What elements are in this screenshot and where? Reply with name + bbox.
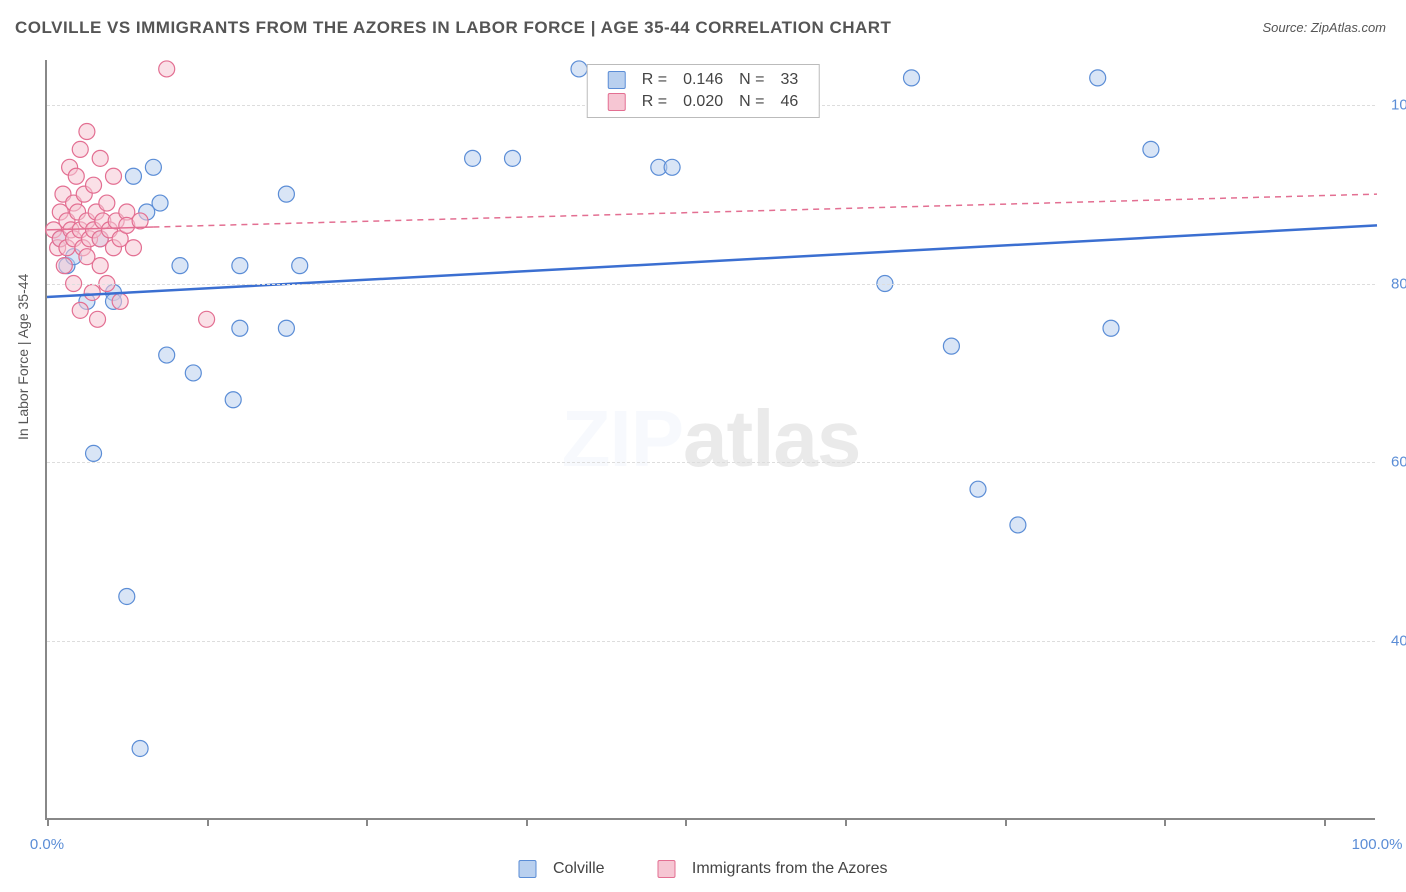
n-value: 33 xyxy=(772,69,806,91)
n-value: 46 xyxy=(772,91,806,113)
data-point xyxy=(571,61,587,77)
data-point xyxy=(185,365,201,381)
data-point xyxy=(904,70,920,86)
plot-area: ZIPatlas 40.0%60.0%80.0%100.0%0.0%100.0% xyxy=(45,60,1375,820)
x-tick xyxy=(1164,818,1166,826)
x-tick xyxy=(1005,818,1007,826)
chart-title: COLVILLE VS IMMIGRANTS FROM THE AZORES I… xyxy=(15,18,891,38)
data-point xyxy=(68,168,84,184)
data-point xyxy=(292,258,308,274)
data-point xyxy=(943,338,959,354)
data-point xyxy=(1090,70,1106,86)
data-point xyxy=(278,320,294,336)
data-point xyxy=(1143,141,1159,157)
correlation-legend: R = 0.146 N = 33 R = 0.020 N = 46 xyxy=(587,64,820,118)
x-tick xyxy=(845,818,847,826)
data-point xyxy=(112,293,128,309)
x-tick xyxy=(1324,818,1326,826)
chart-svg xyxy=(47,60,1375,818)
x-tick xyxy=(207,818,209,826)
legend-swatch-blue xyxy=(608,71,626,89)
y-tick-label: 100.0% xyxy=(1381,96,1406,113)
legend-swatch-blue xyxy=(518,860,536,878)
x-tick xyxy=(366,818,368,826)
r-value: 0.020 xyxy=(675,91,731,113)
gridline xyxy=(47,284,1375,285)
data-point xyxy=(79,124,95,140)
x-tick-label: 100.0% xyxy=(1352,836,1403,853)
y-axis-title: In Labor Force | Age 35-44 xyxy=(15,274,31,440)
data-point xyxy=(92,150,108,166)
legend-row: R = 0.146 N = 33 xyxy=(600,69,807,91)
r-label: R = xyxy=(634,69,675,91)
source-label: Source: ZipAtlas.com xyxy=(1262,20,1386,35)
data-point xyxy=(84,284,100,300)
y-tick-label: 60.0% xyxy=(1381,454,1406,471)
data-point xyxy=(199,311,215,327)
data-point xyxy=(56,258,72,274)
data-point xyxy=(159,61,175,77)
data-point xyxy=(1103,320,1119,336)
y-tick-label: 80.0% xyxy=(1381,275,1406,292)
series-legend: Colville Immigrants from the Azores xyxy=(512,860,893,878)
data-point xyxy=(225,392,241,408)
data-point xyxy=(132,740,148,756)
data-point xyxy=(232,320,248,336)
data-point xyxy=(106,168,122,184)
data-point xyxy=(92,258,108,274)
data-point xyxy=(664,159,680,175)
data-point xyxy=(86,445,102,461)
data-point xyxy=(125,168,141,184)
y-tick-label: 40.0% xyxy=(1381,633,1406,650)
data-point xyxy=(72,141,88,157)
data-point xyxy=(125,240,141,256)
data-point xyxy=(505,150,521,166)
data-point xyxy=(278,186,294,202)
n-label: N = xyxy=(731,91,772,113)
x-tick xyxy=(47,818,49,826)
data-point xyxy=(99,195,115,211)
data-point xyxy=(119,588,135,604)
r-value: 0.146 xyxy=(675,69,731,91)
r-label: R = xyxy=(634,91,675,113)
x-tick xyxy=(685,818,687,826)
data-point xyxy=(465,150,481,166)
legend-swatch-pink xyxy=(657,860,675,878)
data-point xyxy=(86,177,102,193)
data-point xyxy=(90,311,106,327)
data-point xyxy=(232,258,248,274)
data-point xyxy=(970,481,986,497)
legend-label: Immigrants from the Azores xyxy=(692,860,888,877)
legend-swatch-pink xyxy=(608,93,626,111)
data-point xyxy=(72,302,88,318)
data-point xyxy=(152,195,168,211)
trend-line-dashed xyxy=(153,194,1377,227)
x-tick-label: 0.0% xyxy=(30,836,64,853)
data-point xyxy=(172,258,188,274)
gridline xyxy=(47,641,1375,642)
data-point xyxy=(159,347,175,363)
legend-label: Colville xyxy=(553,860,605,877)
data-point xyxy=(1010,517,1026,533)
data-point xyxy=(145,159,161,175)
x-tick xyxy=(526,818,528,826)
legend-row: R = 0.020 N = 46 xyxy=(600,91,807,113)
n-label: N = xyxy=(731,69,772,91)
gridline xyxy=(47,462,1375,463)
